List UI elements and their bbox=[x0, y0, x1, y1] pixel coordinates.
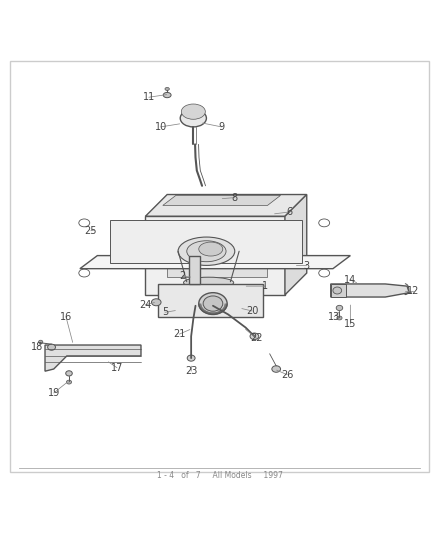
Text: 10: 10 bbox=[154, 122, 166, 132]
Text: 13: 13 bbox=[327, 312, 339, 322]
Polygon shape bbox=[45, 345, 141, 371]
Text: 1: 1 bbox=[261, 281, 268, 291]
Ellipse shape bbox=[198, 293, 226, 314]
Bar bbox=[330, 284, 345, 297]
Ellipse shape bbox=[178, 237, 234, 265]
Bar bbox=[188, 256, 199, 284]
Text: 19: 19 bbox=[47, 388, 60, 398]
Polygon shape bbox=[145, 216, 284, 295]
Ellipse shape bbox=[187, 355, 194, 361]
Text: 18: 18 bbox=[31, 342, 43, 352]
Text: 8: 8 bbox=[231, 192, 237, 203]
Text: 21: 21 bbox=[173, 329, 185, 339]
Polygon shape bbox=[145, 195, 306, 216]
Text: 5: 5 bbox=[162, 308, 168, 317]
Ellipse shape bbox=[163, 92, 171, 98]
Polygon shape bbox=[80, 256, 350, 269]
Ellipse shape bbox=[250, 333, 258, 340]
Text: 11: 11 bbox=[142, 92, 155, 102]
Text: 16: 16 bbox=[60, 312, 72, 322]
Text: 12: 12 bbox=[406, 286, 419, 296]
Text: 25: 25 bbox=[85, 226, 97, 236]
Ellipse shape bbox=[66, 371, 72, 376]
Ellipse shape bbox=[66, 380, 71, 384]
Ellipse shape bbox=[186, 241, 226, 262]
Polygon shape bbox=[167, 225, 267, 277]
Ellipse shape bbox=[180, 109, 206, 127]
Bar bbox=[110, 220, 302, 263]
Polygon shape bbox=[330, 284, 408, 297]
Ellipse shape bbox=[183, 277, 233, 288]
Text: 23: 23 bbox=[184, 366, 197, 376]
Polygon shape bbox=[284, 195, 306, 295]
Text: 26: 26 bbox=[280, 370, 293, 379]
Text: 6: 6 bbox=[286, 207, 292, 217]
Polygon shape bbox=[162, 196, 280, 205]
Text: 3: 3 bbox=[303, 261, 309, 271]
Text: 17: 17 bbox=[110, 362, 123, 373]
Text: 24: 24 bbox=[139, 300, 151, 310]
Ellipse shape bbox=[151, 299, 161, 306]
Ellipse shape bbox=[47, 344, 55, 350]
Ellipse shape bbox=[332, 287, 341, 294]
Ellipse shape bbox=[336, 305, 342, 311]
Ellipse shape bbox=[165, 87, 169, 91]
Ellipse shape bbox=[39, 340, 43, 344]
Polygon shape bbox=[158, 284, 262, 317]
Text: 1 - 4   of   7     All Models     1997: 1 - 4 of 7 All Models 1997 bbox=[156, 471, 282, 480]
Ellipse shape bbox=[336, 316, 341, 320]
Ellipse shape bbox=[203, 296, 222, 311]
Text: 22: 22 bbox=[250, 334, 262, 343]
Ellipse shape bbox=[271, 366, 280, 372]
Text: 2: 2 bbox=[179, 271, 185, 281]
Ellipse shape bbox=[181, 104, 205, 119]
Text: 14: 14 bbox=[343, 274, 356, 285]
Ellipse shape bbox=[198, 242, 222, 256]
Text: 20: 20 bbox=[245, 306, 258, 316]
Text: 15: 15 bbox=[343, 319, 356, 329]
Text: 9: 9 bbox=[218, 122, 224, 132]
